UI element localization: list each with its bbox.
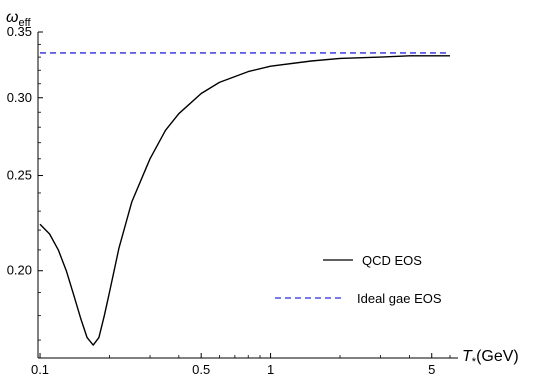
y-axis-title: ωeff — [6, 9, 31, 29]
x-tick-label: 5 — [428, 362, 435, 377]
x-tick-label: 0.5 — [192, 362, 210, 377]
y-tick-label: 0.20 — [7, 263, 32, 278]
legend: QCD EOS Ideal gae EOS — [275, 253, 442, 306]
legend-label-ideal: Ideal gae EOS — [357, 291, 442, 306]
legend-label-qcd: QCD EOS — [362, 253, 422, 268]
y-tick-label: 0.25 — [7, 168, 32, 183]
y-tick-label: 0.30 — [7, 90, 32, 105]
series-line-qcd-eos — [39, 55, 450, 346]
axes — [37, 32, 458, 359]
series-lines — [39, 52, 450, 346]
ticks: 0.1 0.5 1 5 0.20 0.25 0.30 0.35 — [7, 24, 451, 377]
x-axis-title: T*(GeV) — [462, 348, 519, 368]
y-tick-label: 0.35 — [7, 24, 32, 39]
x-tick-label: 1 — [267, 362, 274, 377]
x-tick-label: 0.1 — [31, 362, 49, 377]
